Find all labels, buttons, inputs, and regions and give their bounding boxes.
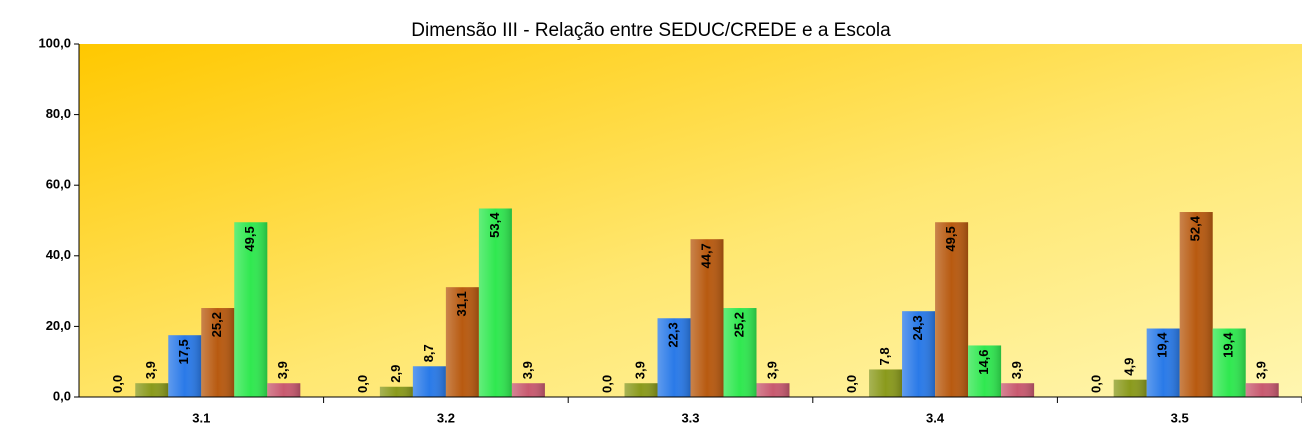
y-tick-label: 20,0 [46, 318, 71, 333]
data-label: 3,9 [764, 361, 779, 379]
data-label: 0,0 [844, 375, 859, 393]
y-tick-label: 40,0 [46, 247, 71, 262]
bar-shade [234, 222, 268, 397]
data-label: 3,9 [1009, 361, 1024, 379]
data-label: 8,7 [421, 344, 436, 362]
bar-shade [756, 383, 790, 397]
bar-shade [1245, 383, 1279, 397]
bar-shade [935, 222, 969, 397]
bar-shade [869, 369, 903, 397]
data-label: 17,5 [176, 339, 191, 364]
data-label: 3,9 [143, 361, 158, 379]
data-label: 24,3 [910, 315, 925, 340]
y-tick-label: 80,0 [46, 106, 71, 121]
bar-shade [1113, 379, 1147, 397]
bar-shade [412, 366, 446, 397]
bar-shade [445, 287, 479, 397]
data-label: 22,3 [665, 322, 680, 347]
bar-shade [201, 308, 235, 397]
bar-shade [657, 318, 691, 397]
data-label: 3,9 [632, 361, 647, 379]
data-label: 0,0 [110, 375, 125, 393]
bar-shade [1212, 328, 1246, 397]
data-label: 7,8 [877, 347, 892, 365]
bar-shade [135, 383, 169, 397]
data-label: 31,1 [454, 291, 469, 316]
data-label: 19,4 [1155, 332, 1170, 358]
data-label: 0,0 [599, 375, 614, 393]
data-label: 49,5 [242, 226, 257, 251]
bar-shade [379, 386, 413, 397]
bar-shade [168, 335, 202, 397]
bar-shade [690, 239, 724, 397]
data-label: 3,9 [520, 361, 535, 379]
chart-title: Dimensão III - Relação entre SEDUC/CREDE… [411, 20, 891, 41]
data-label: 0,0 [1089, 375, 1104, 393]
bar-shade [723, 308, 757, 397]
data-label: 49,5 [943, 226, 958, 251]
data-label: 25,2 [731, 312, 746, 337]
bar-shade [267, 383, 301, 397]
data-label: 14,6 [976, 349, 991, 374]
data-label: 2,9 [388, 365, 403, 383]
data-label: 53,4 [487, 212, 502, 238]
bar-shade [1001, 383, 1035, 397]
data-label: 19,4 [1221, 332, 1236, 358]
data-label: 25,2 [209, 312, 224, 337]
bar-shade [511, 383, 545, 397]
data-label: 0,0 [355, 375, 370, 393]
data-label: 44,7 [698, 243, 713, 268]
bar-shade [1146, 328, 1180, 397]
x-tick-label: 3.2 [437, 410, 455, 425]
bar-shade [1179, 212, 1213, 397]
data-label: 3,9 [1254, 361, 1269, 379]
data-label: 4,9 [1122, 358, 1137, 376]
x-tick-label: 3.5 [1171, 410, 1189, 425]
y-tick-label: 60,0 [46, 177, 71, 192]
bar-shade [478, 208, 512, 397]
data-label: 3,9 [275, 361, 290, 379]
data-label: 52,4 [1188, 215, 1203, 241]
y-tick-label: 0,0 [53, 388, 71, 403]
y-tick-label: 100,0 [38, 35, 71, 50]
x-tick-label: 3.1 [192, 410, 210, 425]
bar-shade [902, 311, 936, 397]
x-tick-label: 3.3 [681, 410, 699, 425]
bar-shade [624, 383, 658, 397]
bar-shade [968, 345, 1002, 397]
x-tick-label: 3.4 [926, 410, 945, 425]
